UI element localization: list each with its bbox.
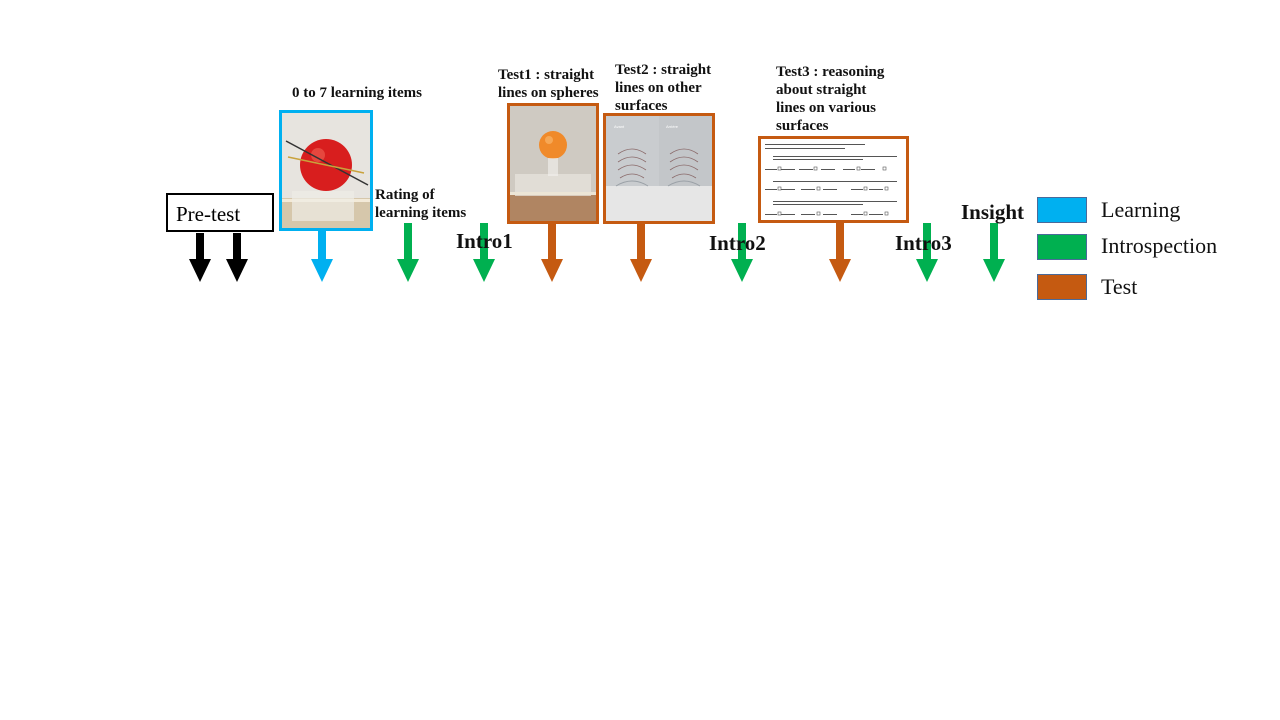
rating-arrow [397,223,419,282]
intro2-arrow [731,223,753,282]
orange-sphere-image [510,106,596,221]
test3-label-line3: lines on various [776,100,877,116]
test3-arrow [829,223,851,282]
legend-label-learning: Learning [1101,197,1181,222]
test1-arrow [541,223,563,282]
intro1-arrow [473,223,495,282]
learning-item-photo [279,110,373,231]
svg-text:Arrière: Arrière [666,124,679,129]
pretest-arrow-1 [189,233,211,282]
surfaces-image: Avant Arrière [606,116,712,221]
test2-photo: Avant Arrière [603,113,715,224]
test1-photo [507,103,599,224]
legend-label-test: Test [1101,274,1138,299]
legend-swatch-introspection [1037,234,1087,260]
svg-text:Avant: Avant [614,124,625,129]
test3-label: Test3 : reasoning about straight lines o… [776,63,884,135]
intro2-label: Intro2 [709,231,766,255]
intro3-label: Intro3 [895,231,952,255]
test3-label-line2: about straight [776,82,867,98]
test1-label: Test1 : straight lines on spheres [498,66,599,102]
test2-label-line2: lines on other [615,80,702,96]
rating-label-line1: Rating of [375,187,435,203]
intro1-label: Intro1 [456,229,513,253]
test3-document [758,136,909,223]
test1-label-line1: Test1 : straight [498,67,595,83]
red-sphere-image [282,113,370,228]
test2-label-line3: surfaces [615,98,668,114]
test2-label-line1: Test2 : straight [615,62,712,78]
rating-label-line2: learning items [375,205,467,221]
insight-arrow [983,223,1005,282]
legend-swatch-test [1037,274,1087,300]
intro3-arrow [916,223,938,282]
rating-label: Rating of learning items [375,186,466,222]
insight-label: Insight [961,200,1025,224]
pretest-label: Pre-test [176,202,241,226]
test2-arrow [630,224,652,282]
test2-label: Test2 : straight lines on other surfaces [615,61,711,115]
legend-swatch-learning [1037,197,1087,223]
learning-items-label: 0 to 7 learning items [292,85,422,101]
legend-label-introspection: Introspection [1101,233,1218,258]
learning-arrow [311,231,333,282]
questionnaire-image [765,144,897,216]
pretest-arrow-2 [226,233,248,282]
test1-label-line2: lines on spheres [498,85,599,101]
test3-label-line4: surfaces [776,118,829,134]
test3-label-line1: Test3 : reasoning [776,64,885,80]
pretest-box: Pre-test [166,193,274,232]
